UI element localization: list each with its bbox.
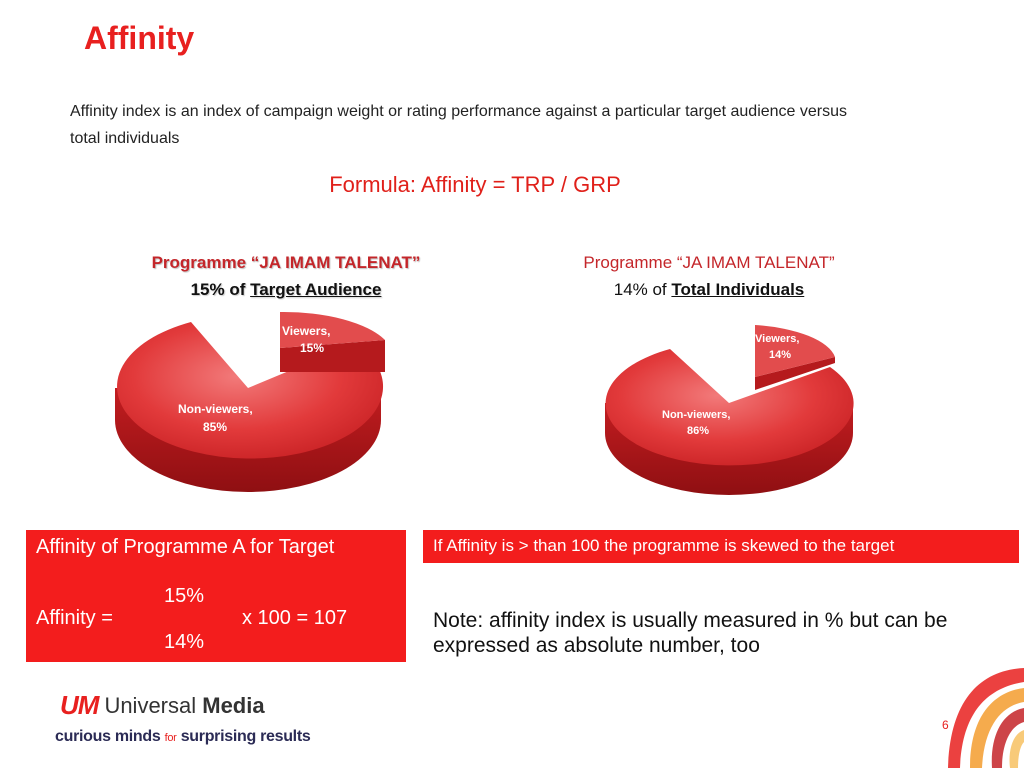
calc-result: x 100 = 107: [242, 607, 348, 629]
right-pie-viewers-slice: [755, 325, 835, 390]
left-rest-pct: 85%: [203, 420, 227, 434]
left-pie-viewers-slice: [280, 311, 385, 372]
left-slice-pct: 15%: [300, 341, 324, 355]
tagline: curious minds for surprising results: [55, 728, 311, 746]
left-pie-rest-slice: [115, 322, 384, 492]
left-share-line: 15% of Target Audience: [110, 276, 462, 303]
page-number: 6: [942, 718, 949, 732]
calc-numerator: 15%: [164, 585, 205, 607]
calc-denominator: 14%: [164, 631, 205, 653]
note-text: Note: affinity index is usually measured…: [433, 609, 948, 657]
right-rest-label: Non-viewers,: [662, 409, 730, 421]
brand-bold: Media: [202, 692, 265, 718]
right-slice-label: Viewers,: [755, 333, 799, 345]
left-share-target: Target Audience: [250, 280, 382, 299]
decorative-swirl: [948, 668, 1024, 768]
tagline-part-b: surprising results: [176, 728, 311, 745]
right-pie-rest-slice: [605, 349, 854, 495]
right-slice-pct: 14%: [769, 349, 791, 361]
universal-media-logo: UM Universal Media: [60, 690, 265, 721]
left-programme-name: Programme “JA IMAM TALENAT”: [151, 253, 421, 272]
right-share-prefix: 14% of: [613, 280, 672, 299]
left-share-prefix: 15% of: [190, 280, 251, 299]
calc-label: Affinity =: [36, 607, 113, 629]
right-pie-header: Programme “JA IMAM TALENAT” 14% of Total…: [535, 249, 883, 303]
right-share-line: 14% of Total Individuals: [535, 276, 883, 303]
right-pie-chart: Viewers, 14% Non-viewers, 86%: [605, 325, 854, 495]
tagline-part-a: curious minds: [55, 728, 165, 745]
left-pie-header: Programme “JA IMAM TALENAT” 15% of Targe…: [110, 249, 462, 303]
tagline-for: for: [164, 732, 177, 744]
right-rest-pct: 86%: [687, 425, 709, 437]
right-programme-name: Programme “JA IMAM TALENAT”: [583, 253, 835, 272]
right-share-target: Total Individuals: [671, 280, 805, 299]
brand-regular: Universal: [104, 692, 203, 718]
slide-title: Affinity: [84, 20, 195, 56]
um-logo-mark: UM: [60, 690, 99, 720]
formula-text: Formula: Affinity = TRP / GRP: [329, 172, 621, 197]
brand-name: Universal Media: [104, 693, 264, 719]
skew-note-box: If Affinity is > than 100 the programme …: [423, 530, 1019, 563]
affinity-calculation-box: Affinity of Programme A for Target 15% A…: [26, 530, 406, 662]
left-rest-label: Non-viewers,: [178, 402, 253, 416]
intro-text: Affinity index is an index of campaign w…: [70, 103, 848, 147]
left-pie-chart: Viewers, 15% Non-viewers, 85%: [115, 311, 385, 492]
calc-header: Affinity of Programme A for Target: [36, 536, 335, 558]
left-slice-label: Viewers,: [282, 324, 330, 338]
